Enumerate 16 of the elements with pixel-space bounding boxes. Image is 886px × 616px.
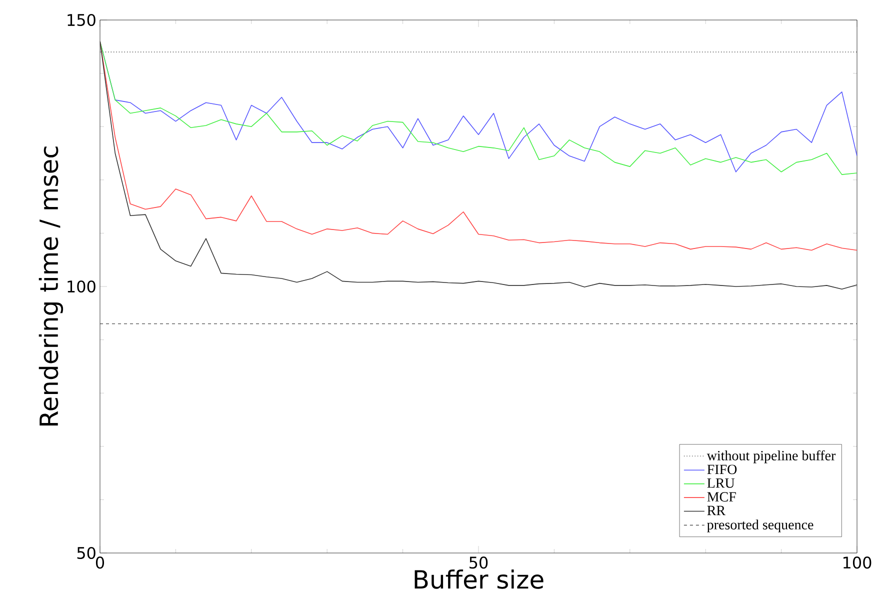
line-series: [100, 40, 858, 251]
y-tick-label: 150: [68, 14, 96, 26]
legend-label: MCF: [707, 492, 736, 502]
line-series: [100, 40, 858, 290]
x-tick-label: 0: [96, 556, 104, 569]
legend-label: LRU: [707, 478, 735, 488]
legend-label: presorted sequence: [707, 520, 814, 532]
legend-label: FIFO: [707, 464, 737, 474]
x-tick-label: 50: [470, 556, 488, 569]
legend-label: RR: [707, 506, 726, 516]
x-axis-title: Buffer size: [414, 570, 544, 589]
y-axis-title: Rendering time / msec: [38, 146, 64, 426]
legend-label: without pipeline buffer: [706, 450, 836, 464]
y-tick-label: 100: [68, 280, 96, 293]
x-tick-label: 100: [843, 556, 872, 569]
y-tick-label: 50: [77, 546, 96, 560]
